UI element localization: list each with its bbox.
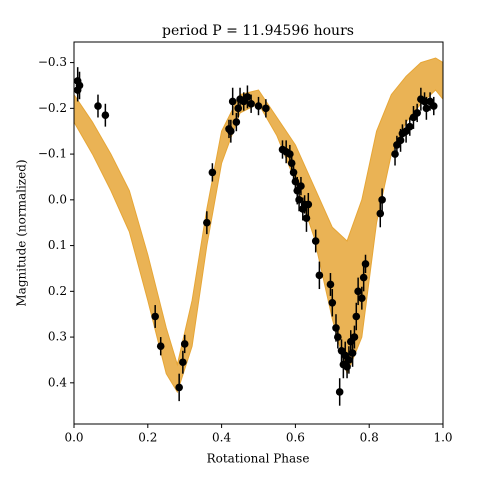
data-point (175, 383, 183, 392)
data-point (376, 209, 385, 218)
x-tick-label: 0.6 (286, 431, 305, 445)
x-tick-label: 0.0 (64, 431, 83, 445)
data-point (326, 280, 335, 289)
data-point (422, 104, 431, 113)
data-point (348, 349, 357, 357)
data-point (413, 109, 421, 117)
data-point (262, 104, 270, 113)
data-point (311, 237, 320, 245)
data-point (243, 93, 252, 101)
data-point (343, 363, 351, 371)
y-tick-label: −0.3 (38, 55, 67, 69)
data-point (332, 324, 340, 332)
data-point (289, 168, 298, 177)
data-point (429, 102, 438, 110)
data-point (227, 127, 235, 136)
data-point (295, 196, 303, 204)
y-tick-label: 0.0 (48, 192, 67, 206)
y-tick-label: 0.4 (48, 375, 67, 389)
y-tick-label: −0.2 (38, 101, 67, 115)
data-point (94, 102, 102, 110)
data-point (315, 271, 324, 280)
data-point (345, 356, 353, 364)
data-point (378, 196, 386, 204)
data-point (302, 214, 311, 222)
data-point (391, 150, 399, 158)
data-point (361, 260, 370, 268)
plot-frame (73, 41, 444, 425)
data-point (232, 118, 241, 126)
data-point (352, 312, 361, 321)
x-tick-label: 0.2 (138, 431, 157, 445)
x-tick-label: 1.0 (433, 431, 452, 445)
data-point (247, 99, 255, 108)
chart-title: period P = 11.94596 hours (162, 23, 354, 39)
y-axis-label: Magnitude (normalized) (15, 159, 29, 306)
data-point (304, 200, 313, 209)
data-point (203, 218, 211, 227)
y-tick-label: 0.1 (48, 238, 67, 252)
y-tick-label: 0.3 (48, 330, 67, 344)
data-point (328, 298, 337, 307)
x-axis-label: Rotational Phase (207, 452, 310, 466)
data-point (350, 333, 359, 341)
data-point (73, 86, 82, 94)
data-point (179, 358, 187, 367)
data-point (208, 168, 217, 177)
data-point (297, 182, 305, 190)
data-point (151, 312, 159, 321)
data-point (101, 111, 110, 119)
data-point (254, 102, 263, 110)
data-point (228, 97, 237, 106)
data-point (405, 122, 414, 131)
data-point (287, 159, 296, 168)
y-tick-label: 0.2 (48, 284, 67, 298)
data-point (180, 340, 189, 348)
data-point (396, 136, 405, 145)
x-tick-label: 0.8 (360, 431, 379, 445)
data-point (234, 104, 243, 113)
data-point (334, 333, 342, 341)
data-point (286, 150, 294, 158)
data-point (156, 342, 165, 351)
data-point (358, 294, 366, 302)
x-tick-label: 0.4 (212, 431, 231, 445)
y-tick-label: −0.1 (38, 147, 67, 161)
data-point (335, 388, 344, 396)
data-point (359, 273, 368, 282)
data-point (354, 287, 362, 296)
